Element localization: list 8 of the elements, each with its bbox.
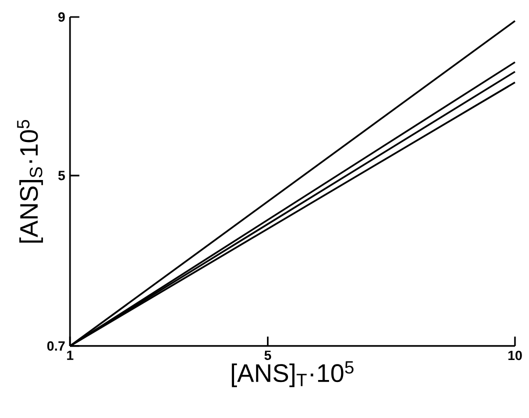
y-tick-label: 9 — [58, 12, 65, 22]
y-axis-title: [ANS]$_{S}$·10$^{5}$ — [17, 120, 43, 243]
y-tick-label: 0.7 — [47, 341, 65, 351]
x-axis-title: [ANS]$_{T}$·10$^{5}$ — [232, 361, 354, 388]
x-tick-label: 10 — [508, 350, 522, 360]
x-tick-label: 1 — [67, 350, 74, 360]
y-tick-label: 5 — [58, 170, 65, 180]
x-tick-label: 5 — [264, 350, 272, 360]
